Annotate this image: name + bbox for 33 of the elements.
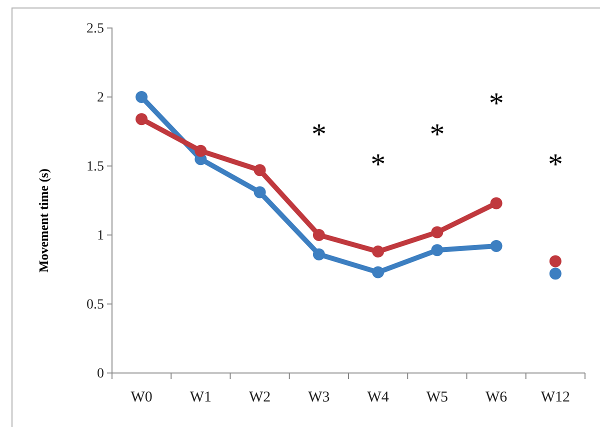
y-axis-title: Movement time (s) bbox=[36, 168, 51, 272]
annotation: * bbox=[488, 87, 504, 120]
point bbox=[136, 91, 148, 103]
y-tick-label: 1 bbox=[97, 228, 104, 244]
annotation: * bbox=[311, 118, 326, 151]
x-tick-label: W12 bbox=[540, 390, 570, 406]
x-tick-label: W2 bbox=[248, 390, 271, 406]
point bbox=[136, 113, 148, 126]
y-tick-label: 2.5 bbox=[86, 21, 104, 36]
x-tick-label: W1 bbox=[190, 390, 212, 406]
annotation: * bbox=[430, 118, 445, 151]
x-tick-label: W0 bbox=[130, 390, 152, 406]
annotation: * bbox=[370, 148, 386, 181]
point bbox=[312, 229, 325, 241]
point bbox=[194, 144, 207, 157]
point bbox=[312, 248, 325, 260]
x-tick-label: W4 bbox=[367, 390, 390, 406]
point bbox=[372, 246, 384, 258]
x-tick-label: W3 bbox=[308, 390, 330, 406]
point bbox=[372, 266, 384, 278]
point bbox=[254, 186, 266, 198]
x-tick-label: W6 bbox=[485, 390, 508, 406]
y-tick-label: 0.5 bbox=[86, 297, 104, 312]
y-tick-label: 1.5 bbox=[86, 159, 104, 174]
point bbox=[431, 244, 444, 256]
point bbox=[490, 197, 502, 210]
point bbox=[254, 164, 266, 176]
annotation: * bbox=[548, 148, 563, 181]
point bbox=[490, 240, 502, 252]
x-tick-label: W5 bbox=[426, 390, 448, 406]
y-tick-label: 2 bbox=[97, 90, 104, 106]
point bbox=[431, 226, 444, 238]
y-tick-label: 0 bbox=[97, 366, 104, 382]
